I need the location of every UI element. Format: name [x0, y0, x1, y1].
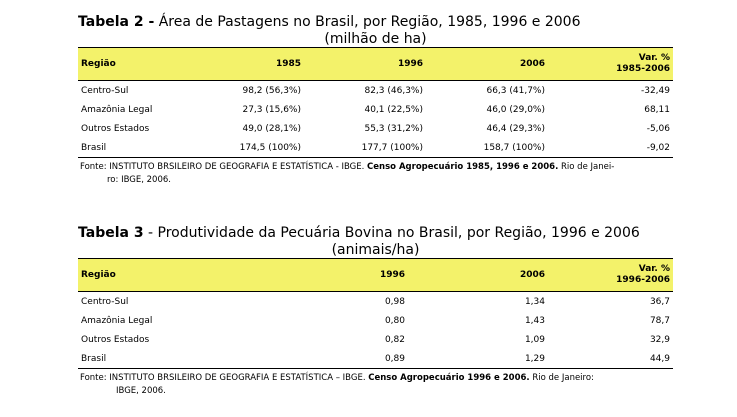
tabela-3-subtitle: (animais/ha)	[331, 242, 420, 258]
table-cell: 46,4 (29,3%)	[486, 123, 545, 134]
col-header-2006: 2006	[426, 47, 548, 81]
row-label-cell: Outros Estados	[81, 123, 150, 134]
table-row: Outros Estados 49,0 (28,1%) 55,3 (31,2%) 46…	[78, 119, 673, 138]
table-row: Amazônia Legal 27,3 (15,6%) 40,1 (22,5%) 46…	[78, 100, 673, 119]
table-cell: 46,0 (29,0%)	[486, 104, 545, 115]
table-row: Outros Estados 0,82 1,09 32,9	[78, 330, 673, 349]
table-cell: 158,7 (100%)	[426, 138, 548, 158]
table-header-row: Região 1985 1996 2006 Var. % 1985-2006	[78, 47, 673, 81]
table-row: Amazônia Legal 0,80 1,43 78,7	[78, 311, 673, 330]
table-cell: 174,5 (100%)	[196, 138, 304, 158]
table-cell: 0,82	[384, 334, 405, 345]
table-cell: 49,0 (28,1%)	[242, 123, 301, 134]
tabela-2-table: Região 1985 1996 2006 Var. % 1985-2006 Ce…	[78, 47, 673, 158]
tabela-2-source: Fonte: INSTITUTO BRSILEIRO DE GEOGRAFIA …	[80, 162, 615, 185]
col-header-regiao: Região	[78, 47, 196, 81]
tabela-2-block: Tabela 2 - Área de Pastagens no Brasil, …	[78, 14, 673, 187]
tabela-3-table: Região 1996 2006 Var. % 1996-2006 Centro-…	[78, 258, 673, 369]
table-cell: 1,34	[524, 296, 545, 307]
col-header-2006: 2006	[408, 258, 548, 292]
table-row: Brasil 0,89 1,29 44,9	[78, 349, 673, 369]
table-cell: -32,49	[640, 85, 670, 96]
table-cell: 27,3 (15,6%)	[242, 104, 301, 115]
col-header-1985: 1985	[196, 47, 304, 81]
row-label-cell: Centro-Sul	[81, 296, 129, 307]
table-cell: 1,29	[408, 349, 548, 369]
table-cell: -9,02	[548, 138, 673, 158]
col-header-regiao: Região	[78, 258, 218, 292]
row-label-cell: Centro-Sul	[81, 85, 129, 96]
tabela-2-subtitle: (milhão de ha)	[324, 31, 427, 47]
table-cell: 68,11	[644, 104, 670, 115]
row-label-cell: Brasil	[78, 138, 196, 158]
col-header-var: Var. % 1985-2006	[548, 47, 673, 81]
table-cell: 1,09	[524, 334, 545, 345]
table-cell: 40,1 (22,5%)	[364, 104, 423, 115]
table-cell: 98,2 (56,3%)	[242, 85, 301, 96]
tabela-3-block: Tabela 3 - Produtividade da Pecuária Bov…	[78, 225, 673, 398]
table-header-row: Região 1996 2006 Var. % 1996-2006	[78, 258, 673, 292]
row-label-cell: Brasil	[78, 349, 218, 369]
tabela-2-title: Tabela 2 - Área de Pastagens no Brasil, …	[78, 14, 581, 30]
table-cell: 66,3 (41,7%)	[486, 85, 545, 96]
table-cell: 44,9	[548, 349, 673, 369]
table-row: Brasil 174,5 (100%) 177,7 (100%) 158,7 (100…	[78, 138, 673, 158]
col-header-1996: 1996	[218, 258, 408, 292]
tabela-3-source: Fonte: INSTITUTO BRSILEIRO DE GEOGRAFIA …	[80, 373, 594, 396]
table-cell: 36,7	[649, 296, 670, 307]
table-cell: 32,9	[649, 334, 670, 345]
table-cell: 55,3 (31,2%)	[364, 123, 423, 134]
table-cell: 82,3 (46,3%)	[364, 85, 423, 96]
row-label-cell: Amazônia Legal	[81, 104, 153, 115]
table-cell: -5,06	[646, 123, 670, 134]
col-header-1996: 1996	[304, 47, 426, 81]
row-label-cell: Amazônia Legal	[81, 315, 153, 326]
table-cell: 0,98	[384, 296, 405, 307]
tabela-3-title: Tabela 3 - Produtividade da Pecuária Bov…	[78, 225, 640, 241]
col-header-var: Var. % 1996-2006	[548, 258, 673, 292]
table-cell: 78,7	[649, 315, 670, 326]
table-cell: 0,89	[218, 349, 408, 369]
row-label-cell: Outros Estados	[81, 334, 150, 345]
table-cell: 0,80	[384, 315, 405, 326]
table-row: Centro-Sul 0,98 1,34 36,7	[78, 292, 673, 312]
table-row: Centro-Sul 98,2 (56,3%) 82,3 (46,3%) 66,3 (…	[78, 81, 673, 101]
table-cell: 177,7 (100%)	[304, 138, 426, 158]
table-cell: 1,43	[524, 315, 545, 326]
